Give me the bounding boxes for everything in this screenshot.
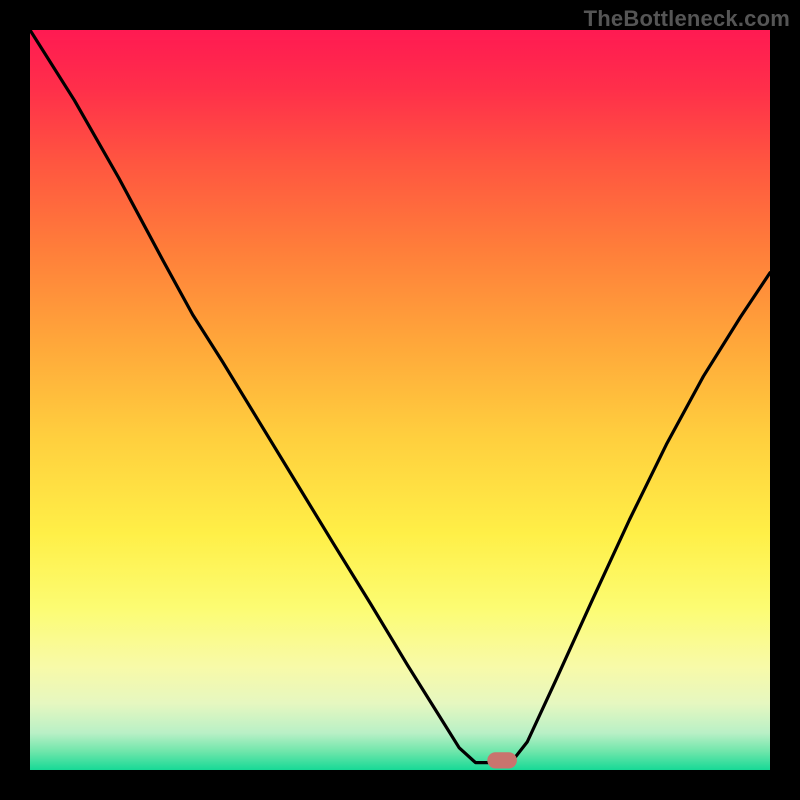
bottleneck-curve bbox=[30, 30, 770, 763]
chart-canvas: TheBottleneck.com bbox=[0, 0, 800, 800]
watermark-text: TheBottleneck.com bbox=[584, 6, 790, 32]
plot-area bbox=[30, 30, 770, 770]
curve-layer bbox=[30, 30, 770, 770]
min-marker bbox=[487, 752, 517, 768]
